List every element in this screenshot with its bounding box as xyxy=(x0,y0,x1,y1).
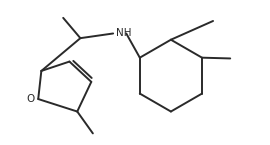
Text: O: O xyxy=(27,94,35,104)
Text: NH: NH xyxy=(116,28,131,38)
